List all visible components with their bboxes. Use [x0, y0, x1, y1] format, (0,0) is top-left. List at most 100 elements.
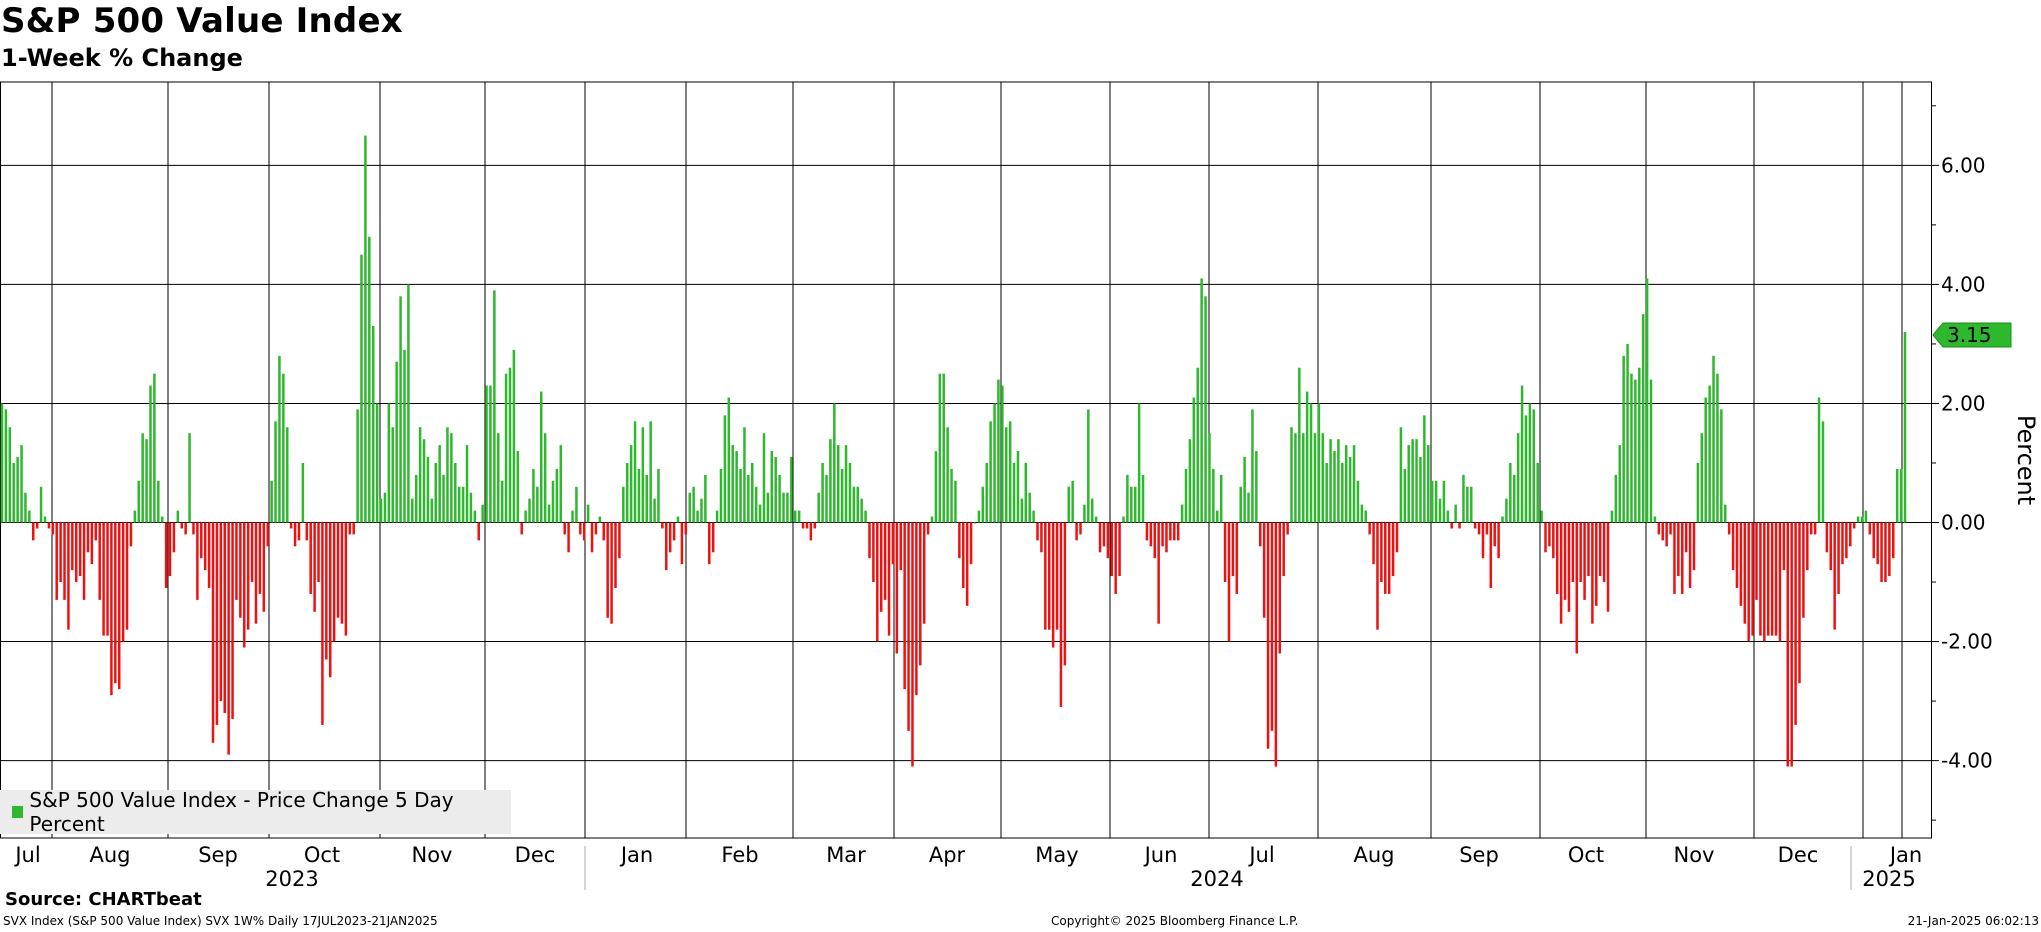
bar [450, 433, 453, 523]
bar [1364, 510, 1368, 523]
bar [1638, 367, 1641, 523]
bar [1258, 522, 1262, 547]
bar [727, 397, 731, 523]
x-tick-label: Jul [1247, 843, 1274, 867]
bar [258, 522, 262, 594]
bar [1325, 462, 1328, 523]
bar [1008, 421, 1012, 523]
bar [20, 445, 23, 523]
bar [668, 522, 672, 553]
bar [1852, 522, 1856, 529]
bar [575, 486, 578, 523]
bar [1219, 474, 1223, 523]
bar [1696, 462, 1700, 523]
bar [1555, 522, 1559, 594]
bar [1833, 522, 1836, 630]
bar [872, 522, 875, 583]
bar [1106, 522, 1110, 559]
bar [1493, 522, 1496, 547]
bar [997, 379, 1000, 523]
bar [500, 480, 504, 523]
bar [1747, 522, 1750, 642]
bar [1395, 522, 1399, 553]
bar [1251, 409, 1254, 523]
year-label: 2023 [265, 867, 318, 891]
bar [1376, 522, 1379, 630]
bar [493, 290, 496, 523]
bar [1153, 522, 1156, 559]
bar [278, 355, 281, 523]
bar [1305, 391, 1309, 523]
bar [1180, 504, 1184, 523]
bar [1423, 415, 1426, 523]
bar [1247, 492, 1250, 523]
bar [1391, 522, 1395, 577]
bar [317, 522, 320, 583]
bar [1520, 385, 1524, 523]
bar [567, 522, 570, 553]
bar [1024, 462, 1028, 523]
bar [1329, 439, 1332, 523]
bar [1630, 373, 1633, 523]
bar [524, 510, 527, 523]
bar [1403, 468, 1407, 523]
bar [1497, 522, 1500, 559]
bar [833, 403, 836, 523]
bar [1681, 522, 1684, 594]
bar [528, 498, 531, 523]
bar [801, 522, 805, 529]
bar [1755, 522, 1758, 600]
bar [180, 522, 183, 529]
bar [1356, 480, 1360, 523]
bar [1098, 522, 1102, 553]
bar [383, 492, 387, 523]
bar [90, 522, 94, 565]
x-tick-label: Dec [515, 843, 556, 867]
bar [1778, 522, 1782, 642]
bar [1895, 468, 1899, 523]
bar [934, 451, 938, 523]
bar [1344, 445, 1348, 523]
bar [24, 492, 27, 523]
bar [4, 409, 8, 523]
bar [82, 522, 86, 600]
bar [1790, 522, 1793, 767]
bar [1114, 522, 1117, 594]
bar [1661, 522, 1664, 541]
bar [12, 462, 15, 523]
bar [1481, 522, 1485, 559]
bar [422, 439, 426, 523]
bar [891, 522, 895, 565]
bar [797, 510, 801, 523]
bar [262, 522, 266, 612]
bar [1149, 522, 1153, 547]
bar [414, 474, 418, 523]
bar [1669, 522, 1672, 535]
bar [1255, 451, 1258, 523]
bar [1110, 522, 1114, 577]
bar [1204, 296, 1207, 523]
bar [1563, 522, 1567, 600]
bar [1845, 522, 1848, 559]
bar [965, 522, 969, 606]
bar [1579, 522, 1582, 583]
bar [1126, 474, 1129, 523]
bar [993, 403, 996, 523]
bar [39, 486, 43, 523]
bar [579, 522, 582, 535]
bar [1196, 367, 1199, 523]
bar [657, 468, 660, 523]
bar [332, 522, 336, 642]
bar [723, 415, 727, 523]
footer-timestamp: 21-Jan-2025 06:02:13 [1907, 914, 2039, 928]
bar [1587, 522, 1590, 577]
bar [684, 522, 688, 535]
bar [1079, 522, 1082, 535]
bar [371, 326, 375, 523]
bar [1133, 486, 1137, 523]
bar [1809, 522, 1813, 535]
y-tick-label: 6.00 [1941, 153, 1986, 177]
bar [622, 486, 625, 523]
bar [844, 445, 848, 523]
bar [672, 522, 676, 541]
